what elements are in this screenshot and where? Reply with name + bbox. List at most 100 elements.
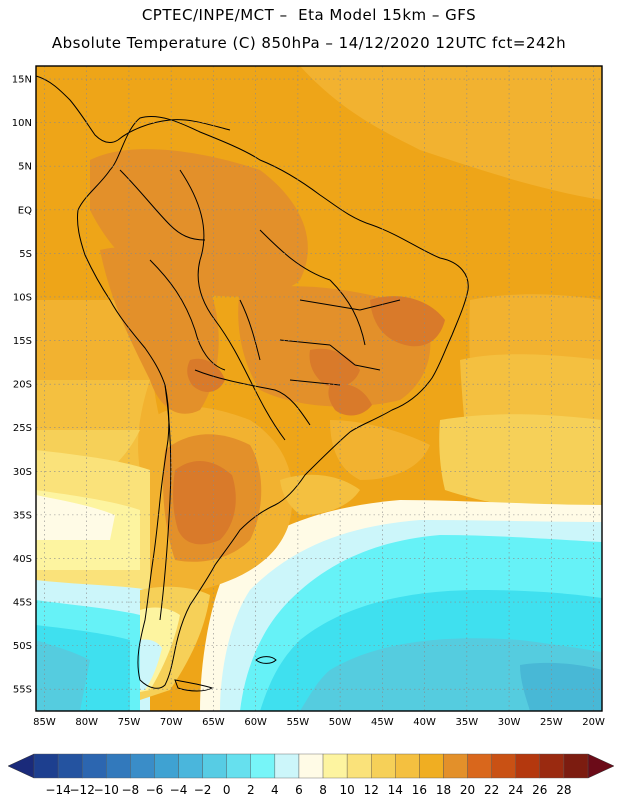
longitude-label: 80W (75, 717, 98, 728)
colorbar-box (322, 753, 348, 779)
longitude-labels: 85W 80W 75W 70W 65W 60W 55W 50W 45W 40W 35W 30W 25W 2… (33, 717, 605, 728)
latitude-label: 30S (13, 467, 32, 478)
colorbar-box (57, 753, 83, 779)
colorbar-box (178, 753, 203, 779)
colorbar-label: −8 (121, 783, 139, 797)
latitude-label: 20S (13, 380, 32, 391)
field-chaco-24 (187, 358, 225, 392)
longitude-label: 40W (413, 717, 436, 728)
border-brazil-west (179, 169, 286, 441)
field-south-pacific-8 (36, 495, 115, 540)
longitude-label: 65W (202, 717, 225, 728)
colorbar-box (202, 753, 227, 779)
colorbar-box (515, 753, 541, 779)
longitude-label: 85W (33, 717, 56, 728)
temperature-field (36, 66, 602, 711)
longitude-label: 20W (582, 717, 605, 728)
tierra-del-fuego (174, 679, 214, 692)
colorbar-box (467, 753, 492, 779)
colorbar-labels: −14−12−10 −8 −6 −4 −2 0 2 4 6 8 10 12 14 16 18 20 22 24 26… (45, 783, 571, 797)
latitude-label: 10S (13, 292, 32, 303)
field-south-atlantic-m2 (520, 662, 602, 711)
colorbar-box (346, 753, 372, 779)
colorbar-label: 20 (460, 783, 475, 797)
coastlines (36, 75, 469, 692)
longitude-label: 35W (456, 717, 479, 728)
longitude-label: 25W (540, 717, 563, 728)
latitude-labels: 15N 10N 5N EQ 5S 10S 15S 20S 25S 30S 35S 40S 45S 50S 5… (12, 75, 32, 696)
longitude-label: 45W (371, 717, 394, 728)
colorbar-label: 6 (295, 783, 303, 797)
central-america-coast (36, 75, 119, 143)
colorbar-box (106, 753, 131, 779)
colorbar-label: 16 (412, 783, 427, 797)
colorbar-label: 18 (436, 783, 451, 797)
field-minas-24 (309, 348, 360, 387)
colorbar-label: −14 (45, 783, 70, 797)
colorbar-box (395, 753, 420, 779)
latitude-label: 55S (13, 685, 32, 696)
map-title-line1: CPTEC/INPE/MCT – Eta Model 15km – GFS (141, 6, 477, 24)
south-america-coast (77, 116, 469, 689)
longitude-label: 60W (244, 717, 267, 728)
colorbar-arrow-left (7, 753, 35, 779)
latitude-label: 10N (12, 118, 32, 129)
latitude-label: 40S (13, 554, 32, 565)
colorbar-box (298, 753, 324, 779)
latitude-label: 15S (13, 336, 32, 347)
map-title-line2: Absolute Temperature (C) 850hPa – 14/12/… (51, 34, 567, 52)
longitude-label: 50W (329, 717, 352, 728)
map-frame (35, 65, 603, 712)
colorbar-label: −2 (194, 783, 212, 797)
border-peru-bolivia (149, 259, 226, 371)
colorbar-label: 8 (319, 783, 327, 797)
field-argentina-24 (173, 460, 236, 545)
latitude-label: 5N (18, 162, 32, 173)
colorbar-box (274, 753, 300, 779)
colorbar-label: 24 (508, 783, 523, 797)
colorbar-label: 14 (388, 783, 403, 797)
longitude-label: 55W (287, 717, 310, 728)
colorbar-label: 28 (556, 783, 571, 797)
latitude-label: 15N (12, 75, 32, 86)
colorbar-box (371, 753, 396, 779)
field-bahia-24 (370, 296, 445, 347)
colorbar-label: −12 (70, 783, 95, 797)
field-south-pacific-0 (36, 640, 90, 711)
brazil-states (239, 229, 401, 386)
colorbar-label: 10 (339, 783, 354, 797)
colorbar-box (154, 753, 179, 779)
latitude-label: EQ (18, 205, 32, 216)
colorbar-arrow-right (587, 753, 615, 779)
colorbar-label: 12 (364, 783, 379, 797)
field-patagonia-6 (140, 639, 162, 690)
caribbean-coast (117, 119, 231, 141)
colorbar-box (33, 753, 59, 779)
colorbar-label: 26 (532, 783, 547, 797)
colorbar: −14−12−10 −8 −6 −4 −2 0 2 4 6 8 10 12 14 16 18 20 22 24 26… (7, 753, 615, 797)
colorbar-boxes (7, 753, 615, 779)
latitude-label: 50S (13, 641, 32, 652)
colorbar-box (250, 753, 276, 779)
colorbar-label: −10 (94, 783, 119, 797)
colorbar-label: 0 (223, 783, 231, 797)
colorbar-box (563, 753, 589, 779)
colorbar-label: −6 (146, 783, 164, 797)
longitude-label: 30W (498, 717, 521, 728)
longitude-label: 70W (160, 717, 183, 728)
falklands (255, 656, 277, 664)
colorbar-box (491, 753, 516, 779)
colorbar-box (130, 753, 155, 779)
colorbar-box (419, 753, 444, 779)
latitude-label: 45S (13, 598, 32, 609)
colorbar-label: 4 (271, 783, 279, 797)
colorbar-box (443, 753, 468, 779)
colorbar-label: −4 (170, 783, 188, 797)
colorbar-box (81, 753, 107, 779)
field-southeast-coast-18 (330, 420, 430, 480)
colorbar-box (226, 753, 251, 779)
latitude-label: 35S (13, 510, 32, 521)
field-sp-24 (328, 383, 372, 416)
colorbar-label: 2 (247, 783, 255, 797)
